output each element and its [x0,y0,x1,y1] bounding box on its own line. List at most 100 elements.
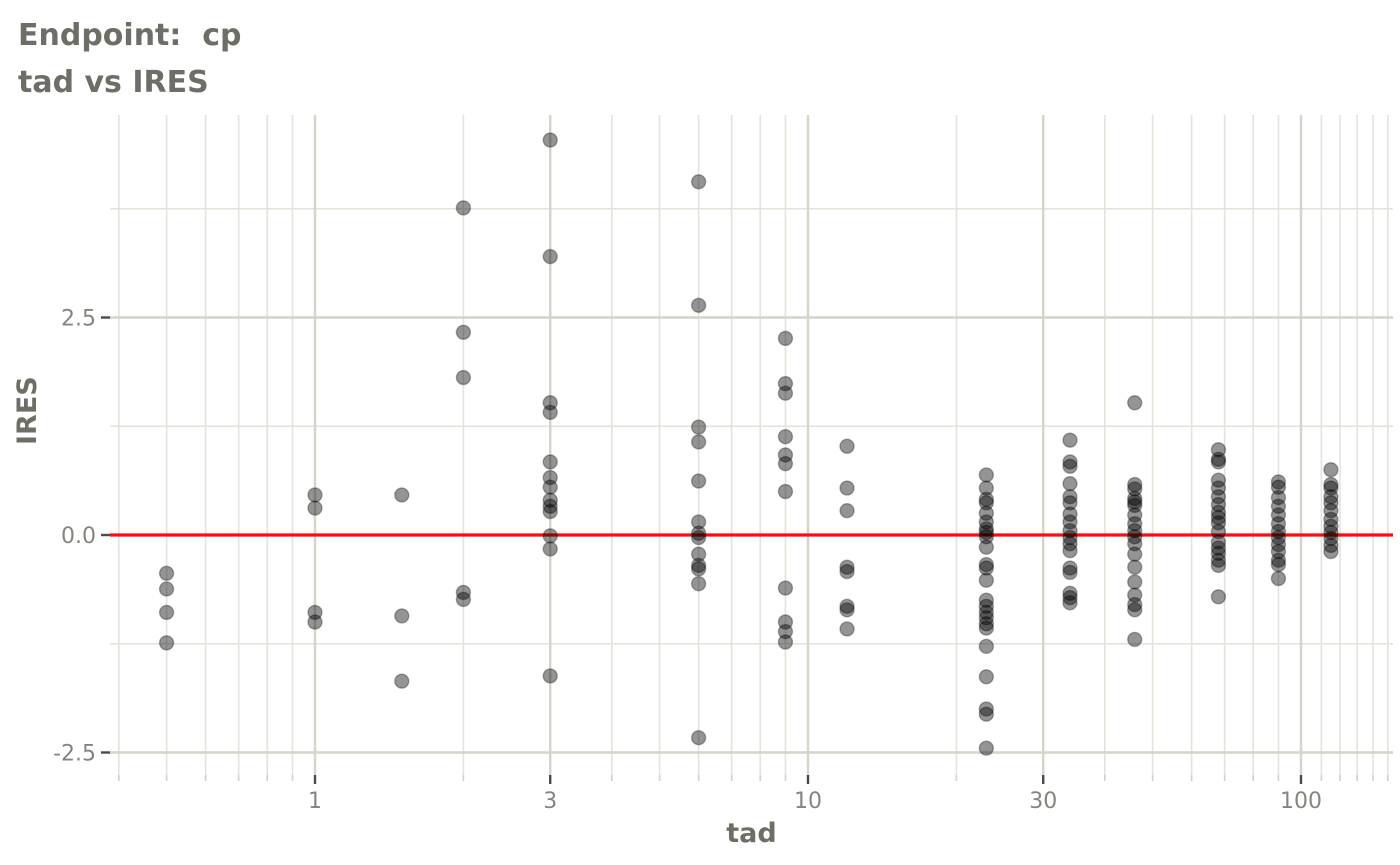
data-point [978,572,995,588]
data-point [839,559,855,575]
x-tick-label: 1 [308,789,322,814]
data-point [978,491,995,508]
plot-title-line2: tad vs IRES [18,65,209,100]
data-point [1062,560,1078,576]
data-point [542,503,558,520]
data-point [394,608,410,624]
data-point [1062,536,1078,552]
data-point [777,428,794,445]
data-point [1127,494,1143,510]
data-point [978,740,995,756]
data-point [1270,556,1287,573]
scatter-points [158,132,1339,756]
data-point [690,557,707,574]
data-point [777,483,794,500]
data-point [455,584,472,601]
data-point [777,634,794,650]
data-point [1127,596,1143,613]
data-point [1127,481,1143,497]
y-tick-label: 2.5 [61,307,96,332]
data-point [777,330,794,347]
data-point [978,604,995,621]
data-point [839,621,855,637]
data-point [394,673,410,689]
data-point [839,598,855,615]
data-point [690,473,707,489]
y-tick-label: 0.0 [61,524,96,549]
data-point [690,529,707,546]
data-point [690,434,707,450]
data-point [1270,498,1287,514]
data-point [1127,395,1143,411]
data-point [1127,631,1143,648]
data-point [307,500,323,516]
data-point [1323,489,1339,505]
data-point [978,514,995,530]
data-point [777,614,794,630]
data-point [978,616,995,632]
data-point [1210,442,1227,458]
data-point [1062,506,1078,522]
data-point [1323,511,1339,528]
data-point [1062,529,1078,546]
data-point [978,706,995,722]
x-tick-label: 3 [543,789,557,814]
data-point [1270,536,1287,553]
data-point [1210,545,1227,561]
data-point [978,467,995,483]
data-point [1210,454,1227,470]
data-point [978,539,995,555]
data-point [542,132,558,148]
data-point [777,447,794,463]
data-point [1270,529,1287,546]
data-point [1127,559,1143,575]
data-point [1270,515,1287,532]
data-point [1210,540,1227,556]
data-point [1323,476,1339,493]
data-point [1062,542,1078,559]
data-point [1210,523,1227,540]
data-point [307,604,323,621]
data-point [978,592,995,608]
data-point [777,623,794,640]
data-point [978,521,995,537]
data-point [690,174,707,190]
data-point [542,395,558,411]
data-point [839,602,855,618]
data-point [542,454,558,470]
data-point [1062,432,1078,448]
data-point [690,514,707,530]
x-axis-title: tad [726,818,777,849]
data-point [1127,574,1143,590]
data-point [1210,515,1227,531]
axis-tick-marks [101,316,1389,784]
data-point [1127,497,1143,514]
data-point [690,297,707,314]
data-point [1323,462,1339,478]
data-point [455,324,472,340]
data-point [542,248,558,265]
data-point [1127,546,1143,562]
data-point [1210,509,1227,526]
data-point [1062,595,1078,611]
data-point [777,455,794,472]
data-point [307,487,323,503]
data-point [542,469,558,486]
x-tick-label: 10 [794,789,822,814]
data-point [1323,495,1339,511]
data-point [394,487,410,503]
data-point [777,385,794,401]
data-point [1270,552,1287,568]
data-point [978,669,995,685]
data-point [1270,474,1287,490]
data-point [1062,495,1078,511]
data-point [690,546,707,562]
data-point [690,561,707,577]
data-point [1270,507,1287,523]
data-point [1062,564,1078,581]
data-point [1323,518,1339,534]
data-point [455,200,472,216]
data-point [455,369,472,386]
data-point [158,581,175,597]
